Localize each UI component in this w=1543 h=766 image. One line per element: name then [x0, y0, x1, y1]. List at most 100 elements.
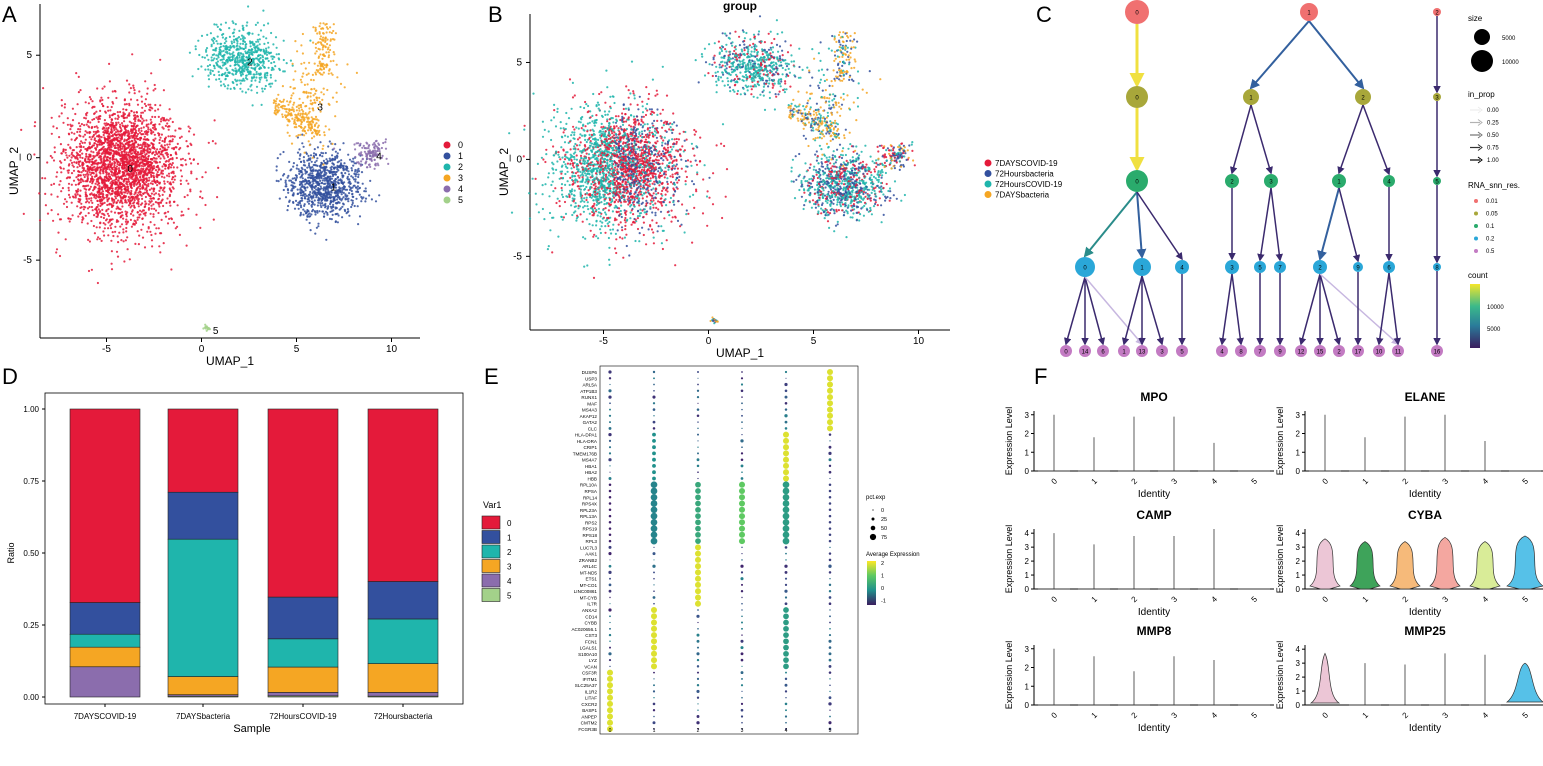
point: [247, 5, 250, 8]
point: [126, 236, 129, 239]
point: [151, 115, 154, 118]
point: [130, 176, 133, 179]
point: [100, 157, 103, 160]
point: [156, 170, 159, 174]
point: [117, 153, 120, 156]
point: [134, 116, 137, 119]
point: [308, 162, 311, 165]
point: [299, 188, 302, 191]
point: [259, 56, 262, 60]
point: [157, 115, 160, 118]
point: [127, 154, 130, 157]
point: [166, 143, 169, 146]
point: [171, 157, 174, 160]
point: [99, 115, 102, 118]
point: [314, 92, 317, 95]
point: [676, 167, 680, 170]
point: [216, 35, 219, 38]
point: [241, 65, 244, 68]
point: [326, 206, 330, 209]
point: [119, 208, 122, 211]
point: [239, 82, 242, 85]
point: [326, 88, 329, 92]
point: [236, 79, 239, 82]
point: [347, 210, 350, 213]
point: [265, 53, 269, 57]
point: [204, 171, 207, 174]
point: [124, 153, 127, 156]
point: [299, 160, 303, 163]
point: [98, 138, 101, 141]
point: [158, 138, 161, 142]
point: [112, 234, 115, 238]
point: [161, 198, 164, 201]
point: [306, 96, 309, 99]
point: [85, 184, 88, 187]
point: [244, 45, 247, 48]
point: [143, 109, 146, 112]
point: [87, 188, 91, 191]
point: [50, 132, 53, 135]
point: [370, 159, 373, 162]
point: [125, 201, 128, 204]
point: [220, 42, 223, 45]
point: [273, 109, 277, 112]
point: [154, 127, 157, 130]
point: [166, 155, 170, 158]
point: [113, 164, 116, 167]
point: [300, 185, 303, 188]
point: [63, 158, 66, 161]
point: [144, 141, 147, 144]
point: [171, 147, 174, 150]
point: [85, 152, 88, 156]
point: [84, 130, 87, 133]
point: [127, 200, 131, 203]
point: [97, 130, 100, 133]
point: [93, 117, 96, 121]
point: [325, 179, 328, 182]
point: [180, 214, 183, 217]
point: [336, 155, 339, 158]
point: [143, 160, 146, 163]
point: [267, 66, 270, 69]
point: [246, 21, 249, 24]
point: [584, 125, 587, 128]
point: [350, 199, 353, 202]
point: [111, 171, 114, 174]
point: [133, 201, 136, 204]
point: [151, 182, 154, 186]
point: [205, 50, 208, 53]
point: [336, 176, 339, 179]
point: [318, 96, 321, 99]
point: [110, 250, 113, 253]
point: [276, 157, 279, 160]
point: [74, 183, 77, 186]
point: [331, 213, 334, 216]
point: [74, 112, 77, 116]
point: [114, 197, 118, 200]
point: [141, 175, 144, 178]
point: [152, 196, 155, 200]
point: [319, 179, 322, 182]
point: [250, 83, 253, 86]
point: [242, 77, 245, 80]
point: [272, 101, 275, 104]
point: [154, 169, 158, 172]
point: [586, 264, 589, 267]
point: [108, 137, 111, 140]
point: [321, 202, 324, 205]
point: [154, 87, 157, 90]
point: [294, 123, 298, 126]
point: [170, 163, 173, 167]
point: [115, 128, 118, 131]
point: [302, 110, 305, 113]
point: [357, 223, 360, 226]
point: [220, 84, 223, 87]
point: [139, 116, 143, 119]
point: [276, 109, 279, 112]
point: [134, 114, 137, 117]
point: [168, 175, 171, 178]
point: [127, 145, 130, 148]
point: [307, 202, 311, 205]
point: [57, 213, 60, 216]
